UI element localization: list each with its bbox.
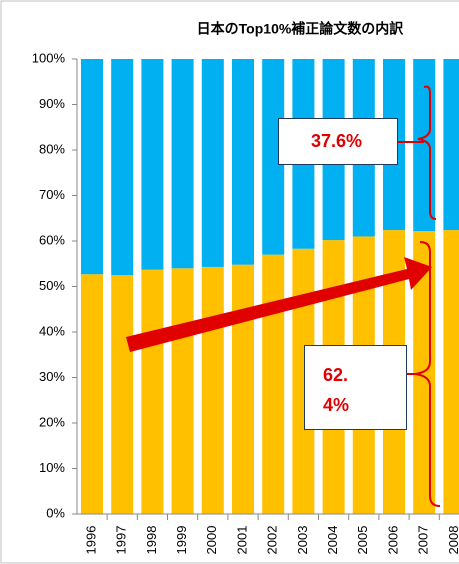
plot: 0% 10% 20% 30% 40% 50% 60% 70% 80% 90% 100% 1996 199… (32, 50, 459, 554)
y-tick-label: 60% (39, 232, 65, 247)
bar-segment (201, 59, 224, 267)
x-tick-label: 2000 (204, 526, 219, 555)
bar-segment (443, 59, 459, 231)
annotation: 62.4% (304, 345, 407, 430)
bar-segment (111, 275, 134, 514)
bar-segment (81, 274, 103, 514)
x-tick-label: 2002 (265, 526, 280, 555)
y-tick-label: 20% (39, 414, 65, 429)
y-tick-label: 80% (39, 141, 65, 156)
bar-segment (81, 59, 103, 275)
bar-segment (232, 264, 254, 514)
y-tick-label: 50% (39, 278, 65, 293)
bar-segment (171, 59, 194, 269)
overlay (126, 85, 441, 507)
brace (417, 85, 437, 220)
bar-segment (413, 59, 436, 231)
y-tick-label: 30% (39, 369, 65, 384)
x-tick-label: 1997 (114, 526, 129, 555)
x-tick-label: 2008 (446, 526, 459, 555)
annotation-text: 62.4% (323, 365, 350, 415)
x-tick-label: 2001 (234, 526, 249, 555)
bar-segment (262, 59, 285, 255)
bar-segment (141, 269, 164, 514)
bar-segment (443, 230, 459, 514)
x-tick-label: 1996 (83, 526, 98, 555)
x-tick-label: 1999 (174, 526, 189, 555)
x-tick-label: 2003 (295, 526, 310, 555)
bar-segment (111, 59, 134, 276)
y-tick-label: 70% (39, 187, 65, 202)
x-tick-label: 2007 (416, 526, 431, 555)
bar-segment (201, 266, 224, 514)
trend-arrow (126, 257, 432, 352)
bar-segment (262, 254, 285, 514)
bar-segment (171, 268, 194, 514)
x-tick-label: 2006 (385, 526, 400, 555)
chart-title: 日本のTop10%補正論文数の内訳 (197, 21, 405, 37)
y-tick-label: 10% (39, 460, 65, 475)
bar-segment (232, 59, 254, 265)
annotation: 37.6% (278, 118, 398, 165)
x-tick-label: 1998 (144, 526, 159, 555)
x-tick-label: 2004 (325, 526, 340, 555)
y-tick-label: 100% (32, 50, 66, 65)
y-tick-label: 90% (39, 96, 65, 111)
bar-segment (292, 248, 315, 515)
x-tick-label: 2005 (355, 526, 370, 555)
bar-segment (141, 59, 164, 270)
y-tick-label: 0% (46, 505, 65, 520)
y-tick-label: 40% (39, 323, 65, 338)
